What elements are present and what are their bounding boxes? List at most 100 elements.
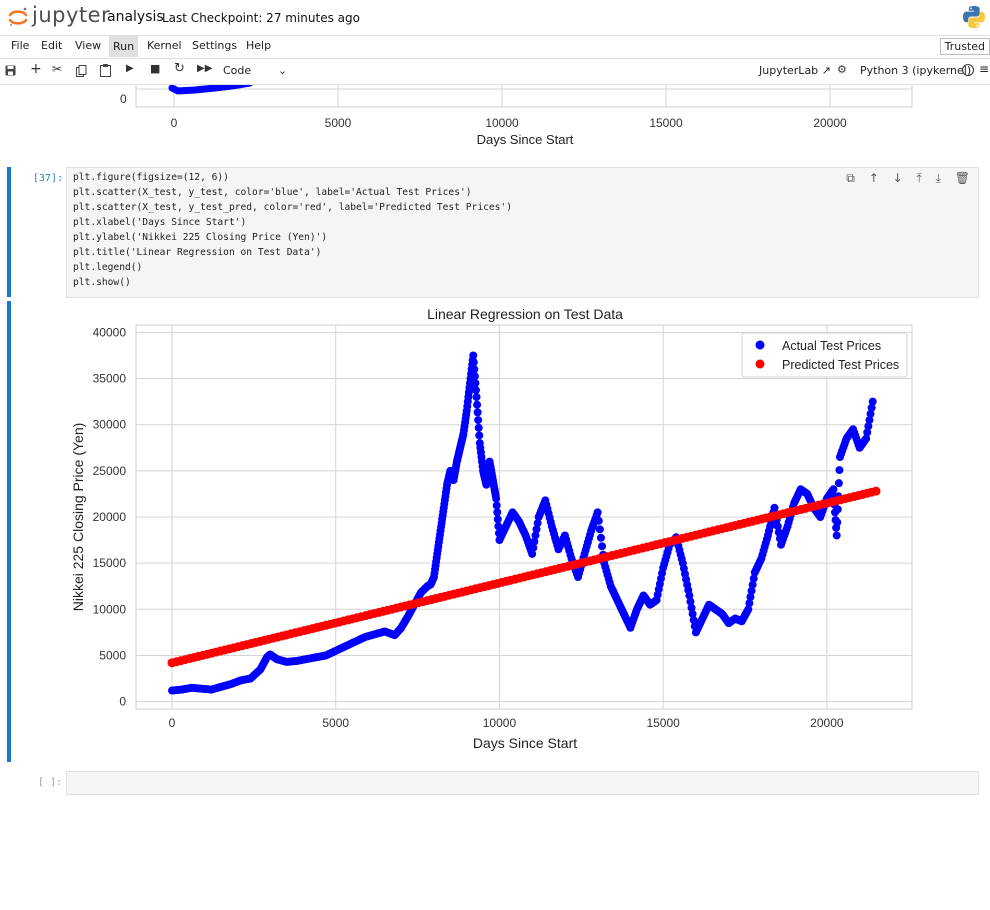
- actual-point: [865, 416, 874, 425]
- legend: Actual Test Prices Predicted Test Prices: [741, 332, 908, 378]
- actual-point: [475, 431, 484, 440]
- duplicate-cell-icon[interactable]: ⧉: [846, 171, 855, 185]
- menu-bar: File Edit View Run Kernel Settings Help …: [0, 35, 990, 59]
- legend-label-actual: Actual Test Prices: [782, 339, 881, 353]
- previous-plot-points: [168, 85, 253, 95]
- actual-point: [473, 400, 482, 409]
- actual-point: [746, 593, 755, 601]
- cell-selection-bar[interactable]: [7, 167, 11, 297]
- notebook-panel[interactable]: 0 0 5000 10000 15000 20000 Days Since St…: [0, 85, 990, 910]
- previous-plot-xtick: 20000: [813, 116, 847, 130]
- move-up-icon[interactable]: ↑: [868, 171, 879, 185]
- checkpoint-status: Last Checkpoint: 27 minutes ago: [162, 11, 360, 25]
- data-points: [167, 351, 881, 695]
- menu-help[interactable]: Help: [246, 39, 272, 52]
- save-icon[interactable]: [5, 65, 16, 76]
- menu-file[interactable]: File: [11, 39, 30, 52]
- actual-point: [770, 503, 779, 512]
- actual-point: [687, 603, 696, 612]
- actual-point: [686, 597, 695, 606]
- y-tick-label: 0: [119, 695, 126, 709]
- actual-point: [528, 549, 537, 558]
- actual-point: [749, 574, 758, 583]
- code-line: plt.title('Linear Regression on Test Dat…: [73, 247, 322, 258]
- code-line: plt.legend(): [73, 262, 143, 273]
- notebook-name[interactable]: analysis: [107, 9, 164, 25]
- actual-point: [473, 408, 482, 417]
- bug-icon[interactable]: ⚙: [837, 63, 847, 76]
- actual-point: [593, 508, 602, 517]
- paste-icon[interactable]: [100, 64, 111, 77]
- actual-point: [829, 485, 838, 494]
- jupyter-logo-icon: [8, 7, 28, 27]
- code-line: plt.scatter(X_test, y_test_pred, color='…: [73, 202, 512, 213]
- menu-edit[interactable]: Edit: [41, 39, 63, 52]
- restart-icon[interactable]: ↻: [174, 61, 185, 76]
- move-down-icon[interactable]: ↓: [892, 171, 903, 185]
- empty-code-editor[interactable]: [66, 771, 979, 795]
- chart-xlabel: Days Since Start: [473, 735, 577, 751]
- actual-point: [748, 580, 757, 589]
- actual-point: [834, 479, 843, 488]
- actual-point: [471, 386, 480, 395]
- actual-point: [747, 586, 756, 595]
- output-collapse-bar[interactable]: [7, 301, 11, 762]
- jupyter-logo-text[interactable]: jupyter: [32, 3, 111, 27]
- actual-point: [864, 422, 873, 431]
- x-tick-label: 20000: [810, 716, 844, 730]
- insert-below-icon[interactable]: ⤓: [935, 171, 941, 185]
- actual-point: [469, 358, 478, 367]
- actual-point: [596, 533, 605, 542]
- actual-point: [598, 542, 607, 551]
- actual-point: [533, 519, 542, 528]
- previous-plot-output: 0 0 5000 10000 15000 20000 Days Since St…: [120, 85, 913, 147]
- insert-above-icon[interactable]: ⤒: [916, 171, 922, 185]
- chevron-down-icon[interactable]: ⌄: [278, 64, 288, 77]
- hamburger-icon[interactable]: ≡: [979, 62, 990, 76]
- actual-point: [595, 525, 604, 534]
- menu-settings[interactable]: Settings: [192, 39, 238, 52]
- menu-run[interactable]: Run: [109, 36, 139, 57]
- copy-icon[interactable]: [76, 65, 87, 77]
- cell-type-select[interactable]: Code: [223, 64, 252, 77]
- actual-point: [832, 531, 841, 540]
- actual-point: [689, 616, 698, 625]
- jupyterlab-link[interactable]: JupyterLab ↗: [759, 64, 831, 77]
- gridlines: [136, 325, 912, 709]
- delete-cell-icon[interactable]: 🗑: [954, 171, 970, 185]
- actual-point: [492, 501, 501, 510]
- code-line: plt.figure(figsize=(12, 6)): [73, 172, 229, 183]
- menu-kernel[interactable]: Kernel: [147, 39, 182, 52]
- tick-labels: 0 5000 10000 15000 20000 0 5000 10000 15000 20000…: [93, 325, 844, 730]
- cut-icon[interactable]: ✂: [52, 62, 63, 76]
- jupyterlab-label[interactable]: JupyterLab: [759, 64, 819, 77]
- actual-point: [532, 525, 541, 534]
- y-tick-label: 20000: [93, 510, 127, 524]
- actual-point: [492, 494, 501, 503]
- actual-point: [835, 466, 844, 475]
- y-tick-label: 5000: [99, 648, 126, 662]
- x-tick-label: 15000: [646, 716, 680, 730]
- fast-forward-icon[interactable]: ▶▶: [197, 63, 213, 74]
- trusted-indicator[interactable]: Trusted: [939, 38, 990, 55]
- actual-point: [529, 543, 538, 552]
- actual-point: [494, 522, 503, 531]
- code-line: plt.scatter(X_test, y_test, color='blue'…: [73, 187, 472, 198]
- stop-icon[interactable]: ■: [150, 62, 161, 75]
- actual-point: [868, 397, 877, 406]
- app-header: jupyter analysis Last Checkpoint: 27 min…: [0, 0, 990, 34]
- actual-point: [470, 365, 479, 374]
- external-link-icon[interactable]: ↗: [821, 64, 831, 77]
- menu-view[interactable]: View: [75, 39, 102, 52]
- run-icon[interactable]: ▶: [126, 63, 134, 74]
- actual-point: [685, 591, 694, 600]
- cell-toolbar: ⧉ ↑ ↓ ⤒ ⤓ 🗑: [836, 171, 970, 186]
- insert-cell-icon[interactable]: +: [30, 61, 42, 77]
- code-editor[interactable]: ⧉ ↑ ↓ ⤒ ⤓ 🗑 plt.figure(figsize=(12, 6)) …: [66, 167, 979, 298]
- kernel-name[interactable]: Python 3 (ipykernel): [860, 64, 972, 77]
- previous-plot-xtick: 15000: [649, 116, 683, 130]
- legend-box: [741, 332, 908, 378]
- scatter-chart: 0 5000 10000 15000 20000 0 5000 10000 15000 20000…: [70, 306, 913, 751]
- actual-point: [474, 423, 483, 432]
- python-logo-icon: [963, 6, 985, 28]
